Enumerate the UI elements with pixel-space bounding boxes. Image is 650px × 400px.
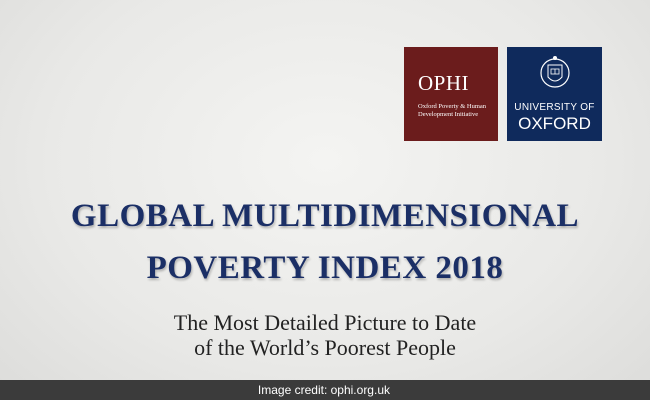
- oxford-line1: UNIVERSITY OF: [514, 102, 595, 113]
- oxford-line2: OXFORD: [518, 114, 591, 133]
- subtitle-line: of the World’s Poorest People: [194, 335, 456, 360]
- subtitle-line: The Most Detailed Picture to Date: [173, 310, 477, 335]
- credit-bar: Image credit: ophi.org.uk: [0, 380, 650, 400]
- ophi-tagline: Oxford Poverty & Human: [418, 103, 487, 110]
- title-line: GLOBAL MULTIDIMENSIONAL: [70, 198, 580, 234]
- oxford-crest: [540, 56, 570, 88]
- ophi-tagline: Development Initiative: [418, 111, 479, 118]
- credit: Image credit: ophi.org.uk: [257, 383, 390, 397]
- oxford-logo: UNIVERSITY OF OXFORD: [507, 47, 602, 141]
- ophi-logo: OPHI Oxford Poverty & Human Development …: [404, 47, 498, 141]
- ophi-name: OPHI: [418, 71, 470, 95]
- title-line: POVERTY INDEX 2018: [146, 250, 504, 286]
